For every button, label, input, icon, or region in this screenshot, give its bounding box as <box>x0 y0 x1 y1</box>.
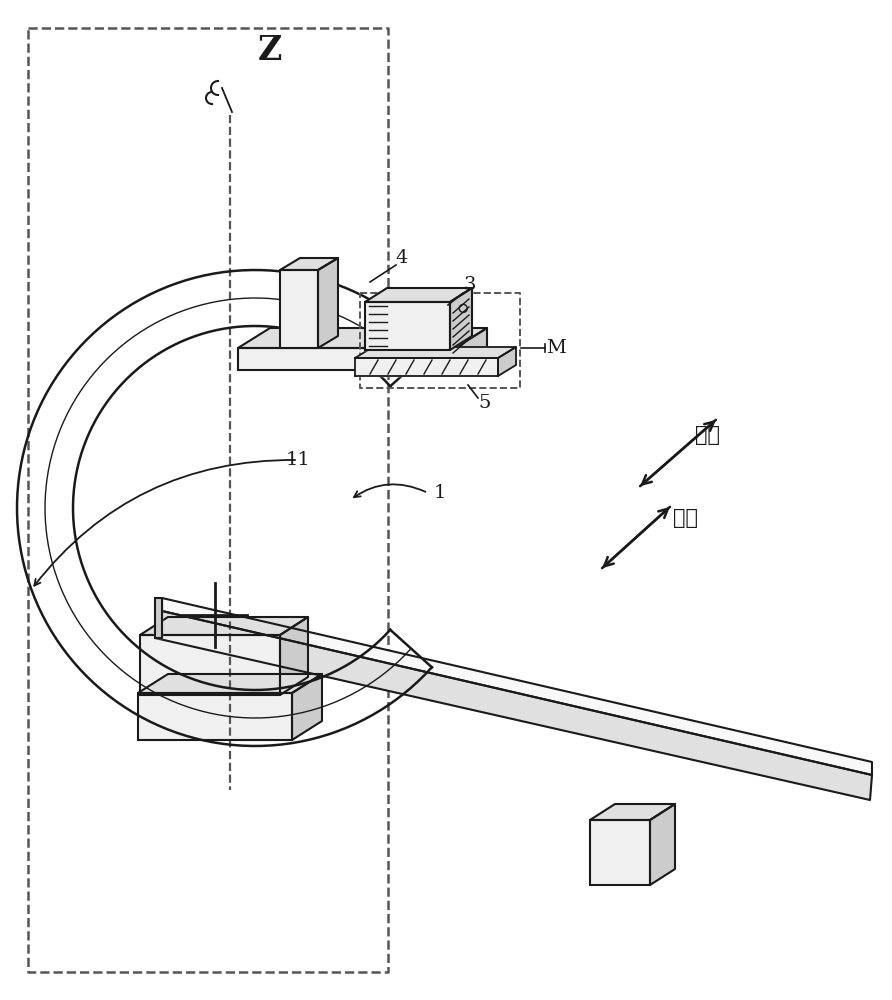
Polygon shape <box>155 598 162 638</box>
Polygon shape <box>138 674 322 693</box>
Text: 11: 11 <box>285 451 310 469</box>
Polygon shape <box>238 348 455 370</box>
Polygon shape <box>650 804 675 885</box>
Polygon shape <box>590 820 650 885</box>
Polygon shape <box>292 674 322 740</box>
Polygon shape <box>138 693 292 740</box>
Polygon shape <box>365 302 450 350</box>
Polygon shape <box>238 328 487 348</box>
Polygon shape <box>590 804 675 820</box>
Polygon shape <box>280 258 338 270</box>
Polygon shape <box>355 347 516 358</box>
Text: 4: 4 <box>396 249 409 267</box>
Text: 纵向: 纵向 <box>673 508 698 528</box>
Text: 横向: 横向 <box>695 425 720 445</box>
Polygon shape <box>365 288 472 302</box>
Text: 5: 5 <box>479 394 491 412</box>
Polygon shape <box>280 617 308 695</box>
Polygon shape <box>455 328 487 370</box>
Polygon shape <box>280 270 318 348</box>
Text: 3: 3 <box>464 276 476 294</box>
Polygon shape <box>355 358 498 376</box>
Polygon shape <box>498 347 516 376</box>
Polygon shape <box>318 258 338 348</box>
Polygon shape <box>140 635 280 695</box>
Text: M: M <box>546 339 566 357</box>
Polygon shape <box>155 611 872 800</box>
Polygon shape <box>450 288 472 350</box>
Text: Z: Z <box>258 33 282 66</box>
Polygon shape <box>140 617 308 635</box>
Text: 1: 1 <box>434 484 446 502</box>
Polygon shape <box>162 598 872 775</box>
